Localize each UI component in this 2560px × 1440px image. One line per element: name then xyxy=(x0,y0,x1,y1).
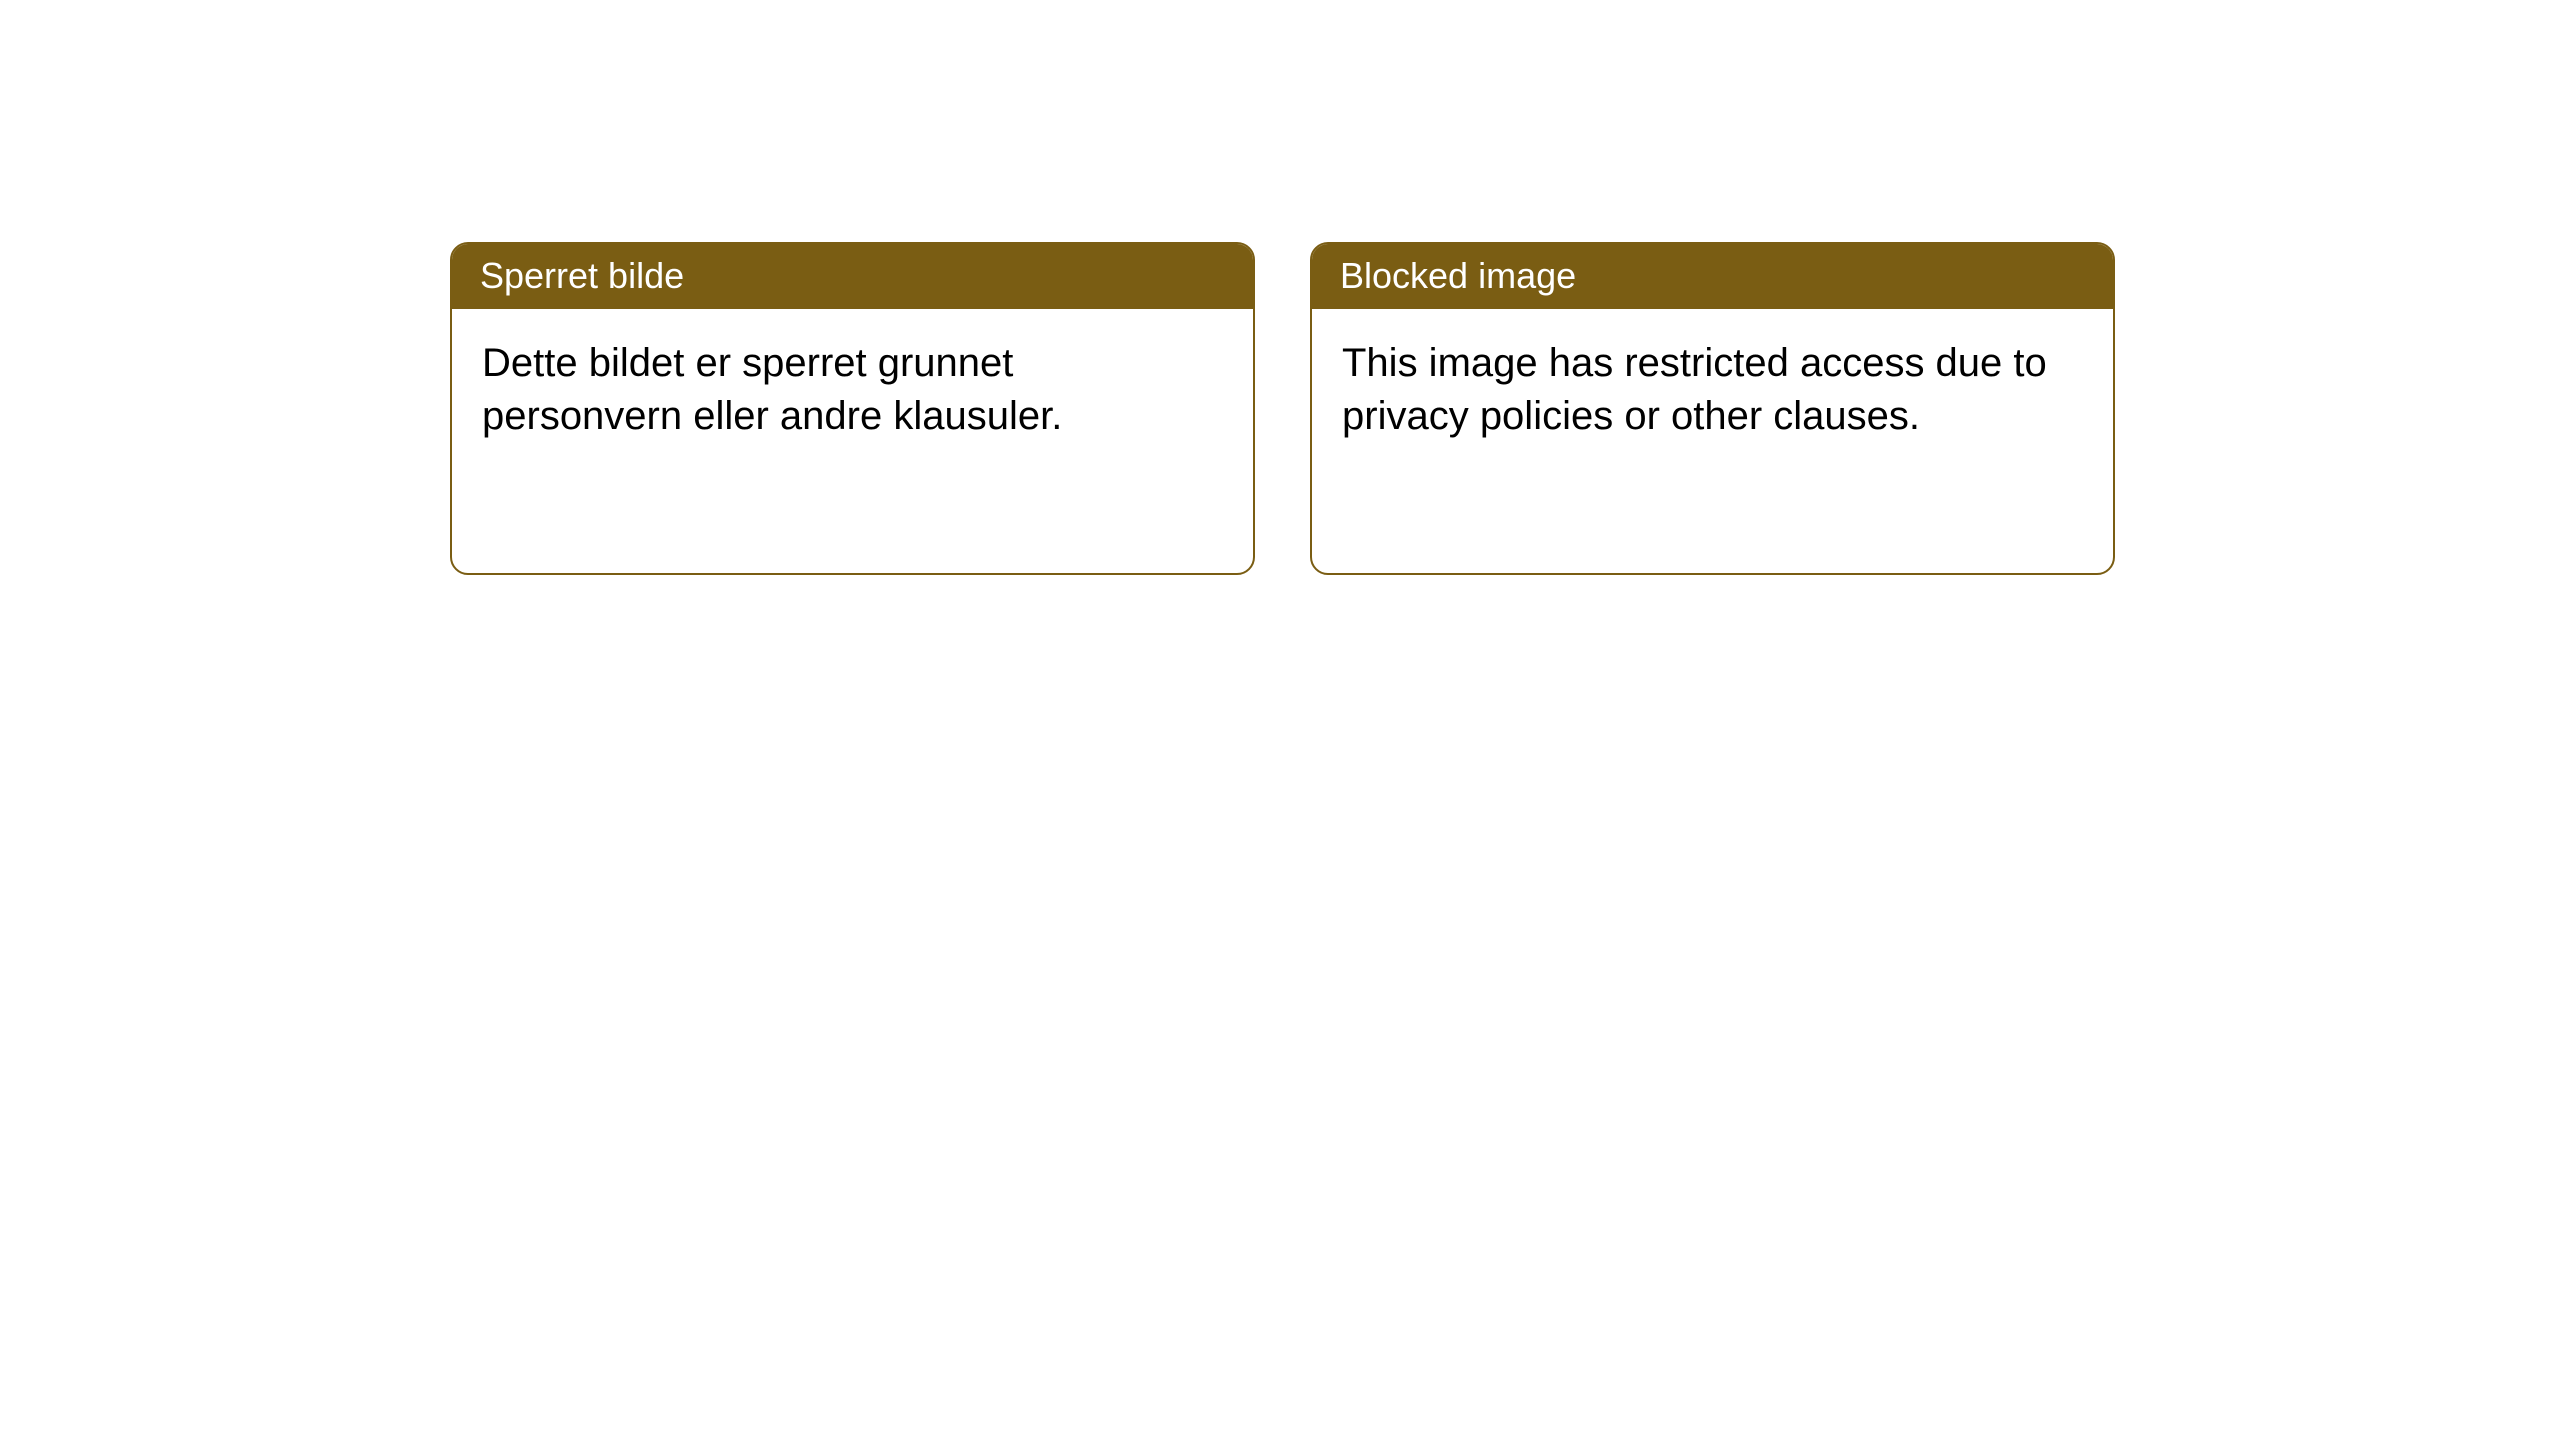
notice-body-english: This image has restricted access due to … xyxy=(1312,309,2113,471)
notice-container: Sperret bilde Dette bildet er sperret gr… xyxy=(450,242,2115,575)
notice-title-english: Blocked image xyxy=(1312,244,2113,309)
notice-box-english: Blocked image This image has restricted … xyxy=(1310,242,2115,575)
notice-box-norwegian: Sperret bilde Dette bildet er sperret gr… xyxy=(450,242,1255,575)
notice-body-norwegian: Dette bildet er sperret grunnet personve… xyxy=(452,309,1253,471)
notice-title-norwegian: Sperret bilde xyxy=(452,244,1253,309)
